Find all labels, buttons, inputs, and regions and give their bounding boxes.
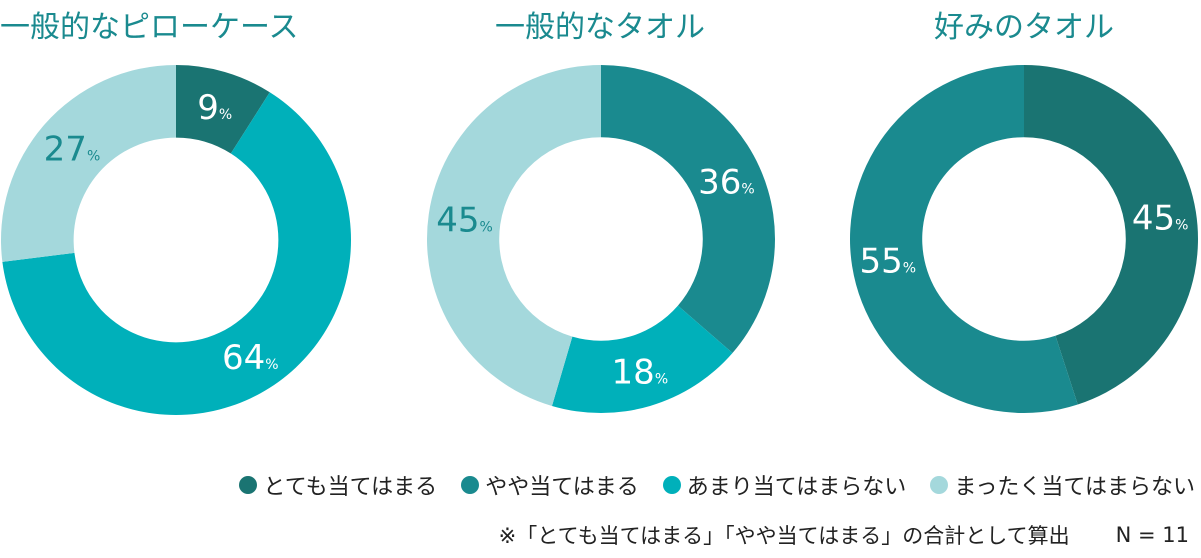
donut-chart-favorite-towel: 45% 55%: [849, 65, 1198, 413]
donut-slice-pillowcase-3: [0, 65, 176, 262]
legend-swatch: [461, 476, 480, 494]
donut-slice-favorite-towel-0: [1024, 65, 1198, 405]
donut-slice-general-towel-2: [551, 305, 733, 413]
legend-label: とても当てはまる: [263, 475, 438, 500]
data-label-favorite-towel-0: 45%: [1132, 198, 1189, 238]
legend-item-very-true: とても当てはまる: [239, 469, 437, 501]
legend: とても当てはまる やや当てはまる あまり当てはまらない まったく当てはまらない: [120, 470, 1195, 500]
legend-swatch: [239, 476, 258, 494]
legend-item-not-very-true: あまり当てはまらない: [662, 469, 907, 501]
chart-title-favorite-towel: 好みのタオル: [934, 10, 1114, 45]
donut-slice-pillowcase-2: [2, 92, 352, 416]
donut-slice-favorite-towel-1: [849, 65, 1078, 413]
data-label-pillowcase-0: 9%: [197, 88, 232, 128]
donut-slice-general-towel-1: [601, 65, 775, 353]
legend-item-not-true-at-all: まったく当てはまらない: [930, 469, 1195, 501]
legend-swatch: [662, 476, 681, 494]
sample-size: N = 11: [1115, 523, 1189, 547]
data-label-pillowcase-3: 27%: [44, 129, 101, 169]
legend-label: あまり当てはまらない: [686, 475, 907, 500]
donut-chart-pillowcase: 9% 64% 27%: [0, 65, 352, 416]
footnote-text: ※「とても当てはまる」「やや当てはまる」の合計として算出: [498, 524, 1070, 548]
donut-slice-pillowcase-0: [176, 65, 270, 154]
legend-item-somewhat-true: やや当てはまる: [461, 469, 639, 501]
data-label-general-towel-2: 18%: [612, 352, 669, 392]
donut-chart-general-towel: 36% 18% 45%: [426, 64, 775, 413]
data-label-favorite-towel-1: 55%: [860, 242, 917, 282]
data-label-general-towel-3: 45%: [436, 200, 493, 240]
legend-swatch: [930, 476, 949, 494]
legend-label: まったく当てはまらない: [954, 475, 1195, 500]
data-label-pillowcase-2: 64%: [222, 338, 279, 378]
footnote: ※「とても当てはまる」「やや当てはまる」の合計として算出 N = 11: [300, 520, 1189, 550]
data-label-general-towel-1: 36%: [698, 163, 755, 203]
chart-title-pillowcase: 一般的なピローケース: [0, 10, 299, 45]
chart-title-general-towel: 一般的なタオル: [495, 10, 705, 45]
donut-slice-general-towel-3: [426, 64, 601, 406]
legend-label: やや当てはまる: [485, 475, 639, 500]
